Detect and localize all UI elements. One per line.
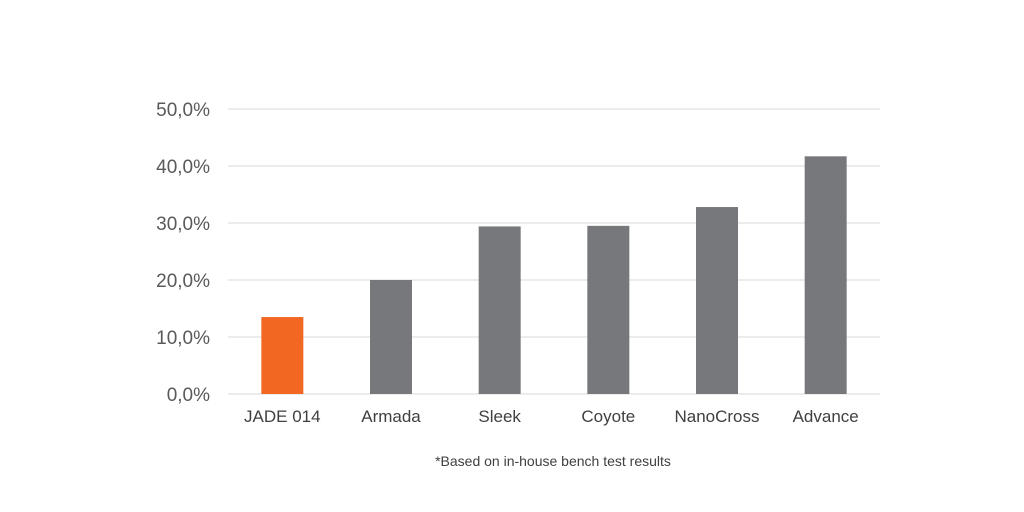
bar-jade-014 bbox=[261, 317, 304, 394]
gridlines bbox=[228, 108, 880, 395]
x-category-label: Coyote bbox=[581, 407, 635, 426]
x-category-label: Advance bbox=[793, 407, 859, 426]
y-tick-label: 10,0% bbox=[156, 328, 210, 349]
x-category-label: NanoCross bbox=[674, 407, 759, 426]
y-tick-label: 40,0% bbox=[156, 157, 210, 178]
bar-armada bbox=[370, 280, 412, 394]
x-category-label: Armada bbox=[361, 407, 421, 426]
bar-coyote bbox=[587, 225, 630, 394]
bar-sleek bbox=[478, 226, 521, 394]
y-tick-label: 20,0% bbox=[156, 271, 210, 292]
x-category-label: JADE 014 bbox=[244, 407, 321, 426]
bars bbox=[261, 156, 847, 394]
x-category-label: Sleek bbox=[478, 407, 521, 426]
y-axis-ticks: 0,0% 10,0% 20,0% 30,0% 40,0% 50,0% bbox=[156, 100, 210, 406]
x-axis-labels: JADE 014 Armada Sleek Coyote NanoCross Advanc… bbox=[244, 407, 859, 426]
y-tick-label: 0,0% bbox=[167, 385, 210, 406]
y-tick-label: 30,0% bbox=[156, 214, 210, 235]
footnote: *Based on in-house bench test results bbox=[435, 453, 671, 469]
y-tick-label: 50,0% bbox=[156, 100, 210, 121]
bar-advance bbox=[804, 156, 847, 394]
bar-nanocross bbox=[696, 207, 738, 394]
